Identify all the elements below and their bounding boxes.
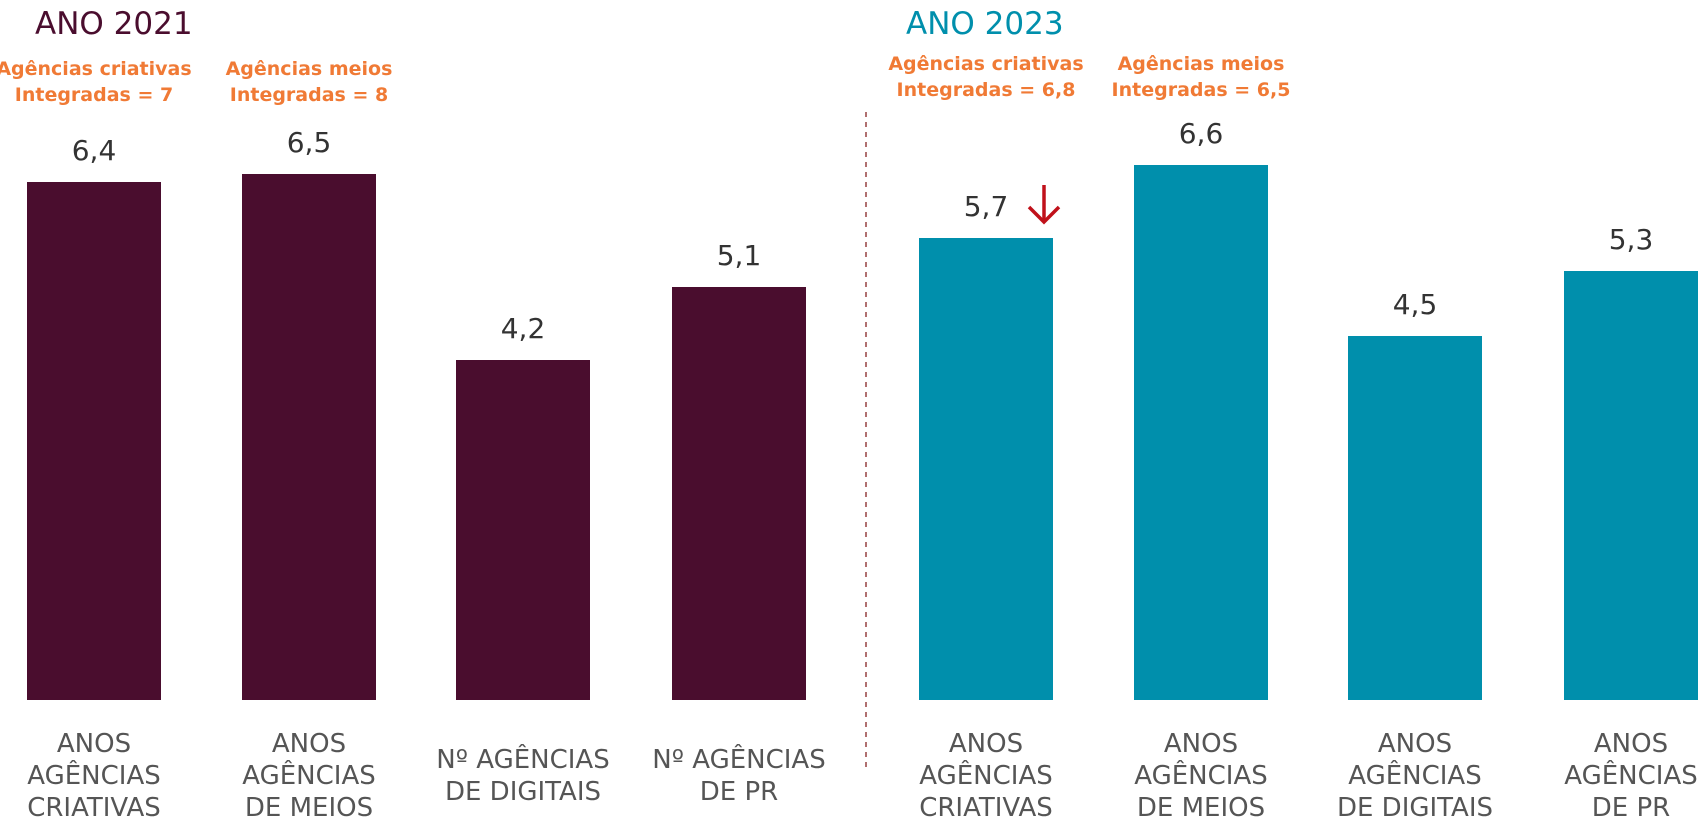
value-label: 4,5 <box>1392 287 1438 321</box>
bar <box>1564 270 1698 700</box>
annotation: Agências meios Integradas = 6,5 <box>1111 53 1291 101</box>
chart-title: ANO 2023 <box>906 6 1064 42</box>
category-label: ANOS AGÊNCIAS DE PR <box>1564 729 1698 823</box>
bar <box>242 173 376 700</box>
bar <box>456 359 590 700</box>
down-arrow <box>1027 185 1061 225</box>
annotation: Agências criativas Integradas = 6,8 <box>888 53 1084 101</box>
category-label: ANOS AGÊNCIAS DE DIGITAIS <box>1336 729 1494 823</box>
bar <box>919 238 1053 700</box>
chart-title: ANO 2021 <box>35 6 193 42</box>
value-label: 5,1 <box>716 238 762 272</box>
value-label: 4,2 <box>500 311 546 345</box>
bar <box>27 181 161 700</box>
value-label: 6,4 <box>71 133 117 167</box>
bar <box>1348 335 1482 700</box>
bar <box>1134 165 1268 700</box>
bar <box>672 286 806 700</box>
annotation: Agências criativas Integradas = 7 <box>0 58 192 106</box>
value-label: 5,7 <box>963 190 1009 224</box>
category-label: Nº AGÊNCIAS DE PR <box>652 745 826 807</box>
category-label: ANOS AGÊNCIAS CRIATIVAS <box>27 729 161 823</box>
value-label: 5,3 <box>1608 222 1654 256</box>
value-label: 6,6 <box>1178 117 1224 151</box>
annotation: Agências meios Integradas = 8 <box>225 58 393 106</box>
category-label: ANOS AGÊNCIAS DE MEIOS <box>242 729 376 823</box>
category-label: Nº AGÊNCIAS DE DIGITAIS <box>436 745 610 807</box>
category-label: ANOS AGÊNCIAS CRIATIVAS <box>919 729 1053 823</box>
value-label: 6,5 <box>286 125 332 159</box>
category-label: ANOS AGÊNCIAS DE MEIOS <box>1134 729 1268 823</box>
